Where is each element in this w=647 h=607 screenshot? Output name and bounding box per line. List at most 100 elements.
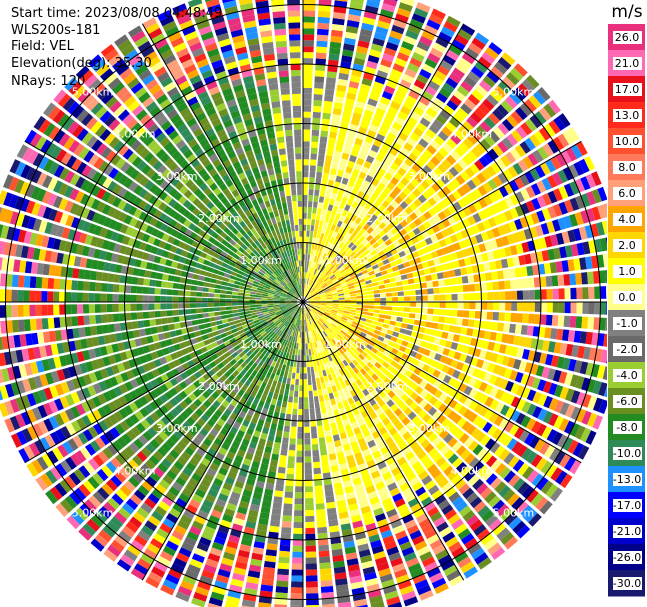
velocity-gate (543, 262, 552, 274)
velocity-gate (264, 315, 271, 319)
velocity-gate (43, 402, 53, 416)
velocity-gate (382, 246, 391, 254)
velocity-gate (241, 384, 248, 392)
velocity-gate (311, 310, 317, 315)
velocity-gate (181, 451, 192, 461)
velocity-gate (416, 41, 430, 52)
velocity-gate (296, 367, 300, 374)
velocity-gate (54, 383, 65, 396)
velocity-gate (234, 319, 241, 325)
velocity-gate (319, 400, 326, 408)
velocity-gate (380, 297, 387, 302)
velocity-gate (253, 331, 260, 337)
velocity-gate (469, 255, 478, 265)
velocity-gate (553, 415, 564, 429)
velocity-gate (453, 351, 462, 361)
velocity-gate (407, 497, 419, 508)
velocity-gate (337, 341, 343, 348)
velocity-gate (97, 393, 107, 405)
velocity-gate (149, 438, 160, 450)
velocity-gate (202, 381, 211, 390)
velocity-gate (332, 218, 339, 226)
velocity-gate (244, 483, 254, 492)
velocity-gate (280, 306, 286, 310)
velocity-gate (137, 320, 145, 329)
velocity-gate (148, 295, 155, 302)
velocity-gate (424, 561, 439, 573)
velocity-gate (419, 68, 432, 80)
velocity-gate (142, 295, 149, 302)
velocity-gate (389, 127, 400, 137)
velocity-gate (17, 304, 24, 317)
velocity-gate (347, 316, 354, 321)
velocity-gate (298, 319, 301, 326)
velocity-gate (317, 389, 323, 396)
velocity-gate (340, 468, 350, 477)
velocity-gate (605, 237, 607, 245)
velocity-gate (445, 309, 452, 316)
velocity-gate (195, 432, 206, 442)
velocity-gate (531, 377, 541, 390)
velocity-gate (303, 52, 314, 59)
velocity-gate (66, 379, 76, 392)
velocity-gate (120, 372, 130, 382)
velocity-gate (400, 274, 408, 280)
velocity-gate (332, 345, 338, 352)
velocity-gate (327, 318, 333, 323)
velocity-gate (335, 383, 342, 391)
velocity-gate (481, 340, 490, 350)
velocity-gate (159, 404, 169, 415)
velocity-gate (405, 388, 414, 397)
velocity-gate (349, 345, 357, 352)
velocity-gate (151, 423, 162, 434)
velocity-gate (371, 264, 379, 270)
velocity-gate (492, 144, 504, 157)
velocity-gate (269, 331, 276, 338)
velocity-gate (356, 537, 368, 546)
velocity-gate (322, 275, 328, 281)
velocity-gate (430, 360, 439, 369)
velocity-gate (107, 497, 120, 510)
velocity-gate (142, 345, 151, 354)
velocity-gate (433, 337, 441, 345)
velocity-gate (355, 292, 363, 296)
velocity-gate (413, 106, 425, 117)
velocity-gate (312, 237, 316, 244)
velocity-gate (325, 291, 332, 295)
velocity-gate (309, 311, 314, 317)
velocity-gate (333, 337, 339, 344)
velocity-gate (296, 361, 300, 368)
velocity-gate (353, 598, 368, 607)
velocity-gate (370, 260, 377, 267)
velocity-gate (102, 391, 113, 402)
velocity-gate (265, 549, 277, 557)
velocity-gate (157, 556, 171, 568)
velocity-gate (161, 317, 168, 325)
velocity-gate (118, 395, 128, 407)
velocity-gate (476, 528, 491, 541)
velocity-gate (403, 35, 417, 46)
velocity-gate (332, 231, 338, 238)
velocity-gate (193, 389, 202, 398)
velocity-gate (303, 325, 305, 332)
velocity-gate (119, 383, 129, 394)
velocity-gate (389, 191, 398, 200)
velocity-gate (270, 353, 276, 361)
velocity-gate (236, 338, 244, 345)
velocity-gate (320, 325, 326, 331)
velocity-gate (362, 305, 369, 309)
velocity-gate (294, 498, 303, 505)
velocity-gate (155, 483, 167, 495)
velocity-gate (432, 193, 442, 203)
velocity-gate (303, 337, 306, 344)
velocity-gate (184, 340, 192, 347)
velocity-gate (416, 302, 422, 307)
velocity-gate (442, 197, 452, 207)
velocity-gate (401, 590, 416, 601)
velocity-gate (510, 110, 524, 124)
velocity-gate (390, 360, 398, 368)
velocity-gate (283, 503, 293, 510)
velocity-gate (313, 195, 319, 202)
velocity-gate (342, 534, 354, 543)
velocity-gate (236, 555, 249, 564)
